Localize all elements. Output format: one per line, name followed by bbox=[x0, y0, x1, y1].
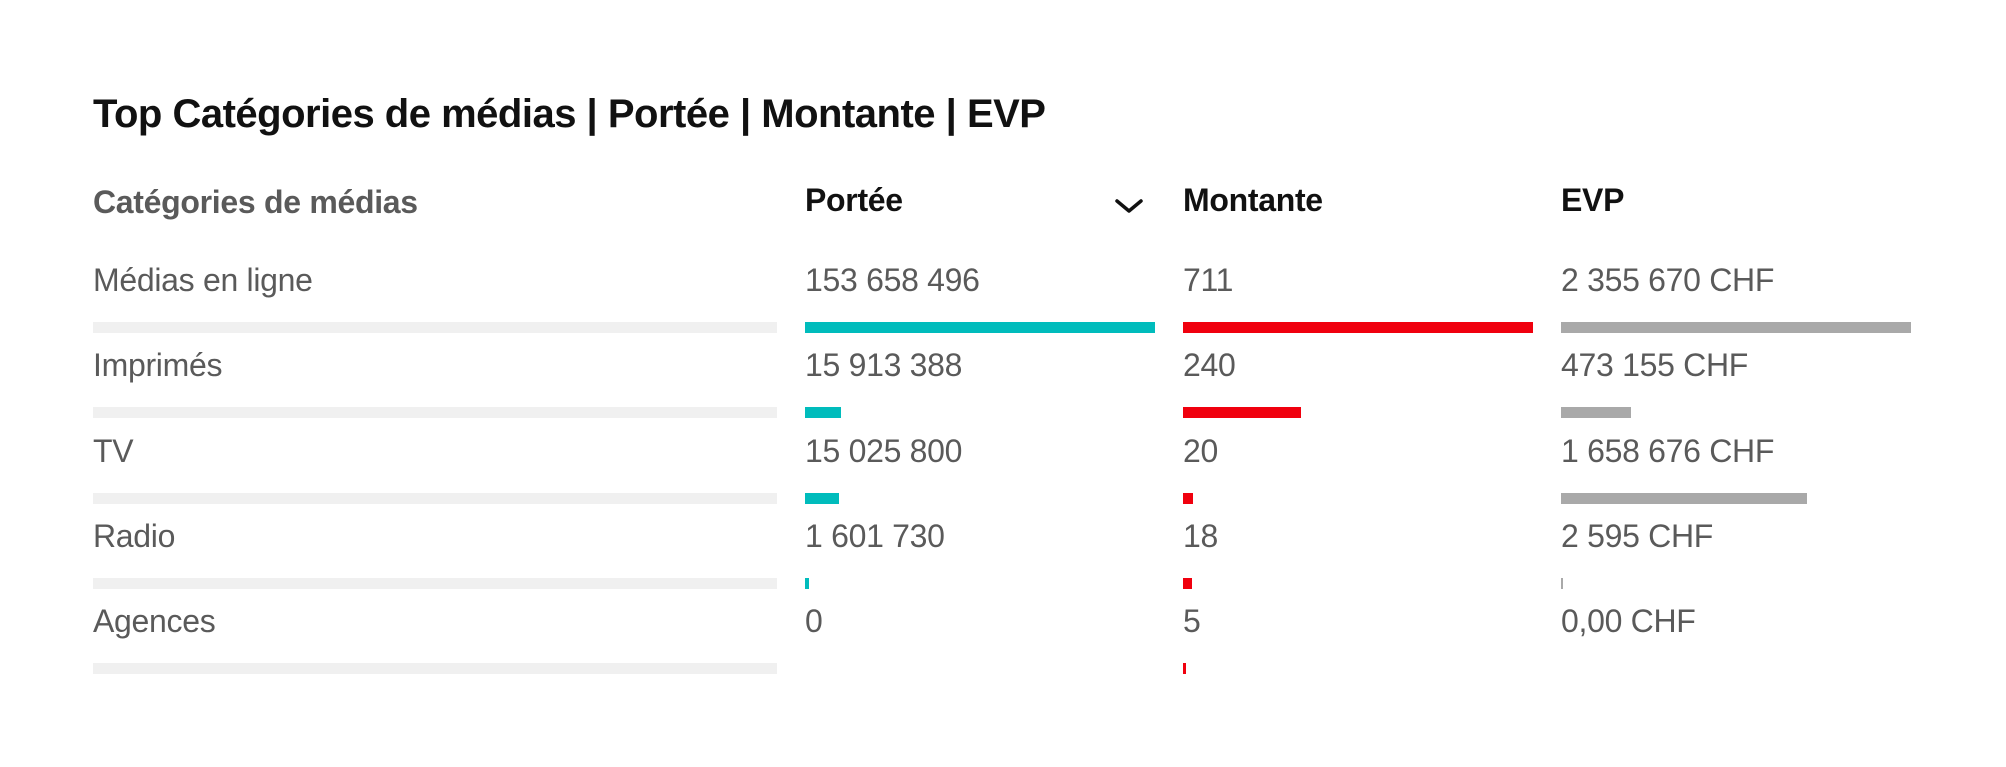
row-category-label: Imprimés bbox=[93, 347, 223, 384]
row-reach-value: 15 913 388 bbox=[805, 347, 963, 384]
category-track-bar bbox=[93, 492, 777, 504]
category-track-bar bbox=[93, 322, 777, 333]
row-amount-value: 240 bbox=[1183, 347, 1236, 384]
row-category-label: Radio bbox=[93, 517, 176, 554]
row-amount-value: 5 bbox=[1183, 603, 1201, 640]
row-amount-value: 20 bbox=[1183, 432, 1218, 469]
evp-bar bbox=[1561, 492, 1808, 504]
row-reach-value: 15 025 800 bbox=[805, 432, 963, 469]
row-amount-value: 711 bbox=[1183, 262, 1234, 298]
row-evp-value: 0,00 CHF bbox=[1561, 603, 1696, 640]
reach-bar bbox=[805, 322, 1155, 333]
row-reach-value: 153 658 496 bbox=[805, 262, 980, 298]
category-track-bar bbox=[93, 407, 777, 419]
reach-bar bbox=[805, 577, 809, 589]
row-category-label: Médias en ligne bbox=[93, 262, 313, 298]
category-track-bar bbox=[93, 663, 777, 675]
category-track-bar bbox=[93, 577, 777, 589]
evp-bar bbox=[1561, 577, 1563, 589]
amount-bar bbox=[1183, 322, 1533, 333]
evp-bar bbox=[1561, 322, 1911, 333]
amount-bar bbox=[1183, 663, 1186, 675]
reach-bar bbox=[805, 407, 842, 419]
header-category[interactable]: Catégories de médias bbox=[93, 184, 418, 220]
amount-bar bbox=[1183, 407, 1302, 419]
row-reach-value: 0 bbox=[805, 603, 823, 640]
header-reach[interactable]: Portée bbox=[805, 182, 903, 218]
header-evp[interactable]: EVP bbox=[1561, 182, 1625, 218]
row-evp-value: 1 658 676 CHF bbox=[1561, 432, 1775, 469]
row-category-label: Agences bbox=[93, 603, 216, 640]
evp-bar bbox=[1561, 407, 1632, 419]
row-evp-value: 2 595 CHF bbox=[1561, 517, 1714, 554]
row-amount-value: 18 bbox=[1183, 517, 1218, 554]
row-category-label: TV bbox=[93, 432, 134, 469]
reach-bar bbox=[805, 492, 840, 504]
header-amount[interactable]: Montante bbox=[1183, 182, 1323, 218]
chevron-down-icon[interactable] bbox=[1114, 198, 1144, 214]
amount-bar bbox=[1183, 577, 1192, 589]
row-evp-value: 473 155 CHF bbox=[1561, 347, 1749, 384]
chart-title: Top Catégories de médias | Portée | Mont… bbox=[93, 92, 1046, 136]
row-evp-value: 2 355 670 CHF bbox=[1561, 262, 1775, 298]
row-reach-value: 1 601 730 bbox=[805, 517, 945, 554]
amount-bar bbox=[1183, 492, 1193, 504]
